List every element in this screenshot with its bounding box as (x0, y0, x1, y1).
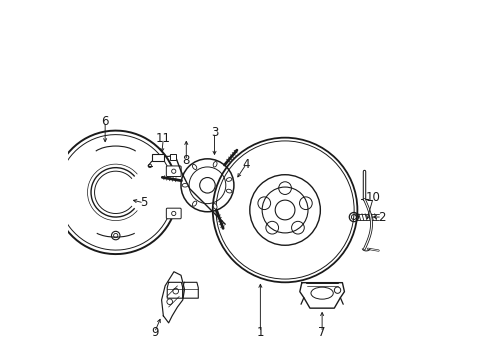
Ellipse shape (226, 177, 231, 181)
FancyBboxPatch shape (166, 166, 181, 176)
Text: 6: 6 (101, 115, 109, 128)
Text: 1: 1 (256, 326, 264, 339)
Ellipse shape (182, 184, 187, 187)
Bar (151, 154, 164, 161)
FancyBboxPatch shape (166, 208, 181, 219)
Text: 11: 11 (156, 132, 170, 145)
Bar (170, 154, 175, 160)
Text: 7: 7 (318, 326, 325, 339)
Ellipse shape (226, 189, 231, 193)
Text: 10: 10 (365, 191, 380, 204)
Text: 5: 5 (140, 197, 147, 210)
Text: 9: 9 (150, 326, 158, 339)
Ellipse shape (192, 201, 196, 206)
Text: 2: 2 (378, 211, 385, 224)
Text: 8: 8 (182, 154, 189, 167)
Ellipse shape (192, 165, 196, 170)
Text: 3: 3 (210, 126, 218, 139)
Ellipse shape (213, 204, 217, 209)
Ellipse shape (213, 162, 217, 167)
Text: 4: 4 (242, 158, 249, 171)
Ellipse shape (310, 287, 333, 299)
